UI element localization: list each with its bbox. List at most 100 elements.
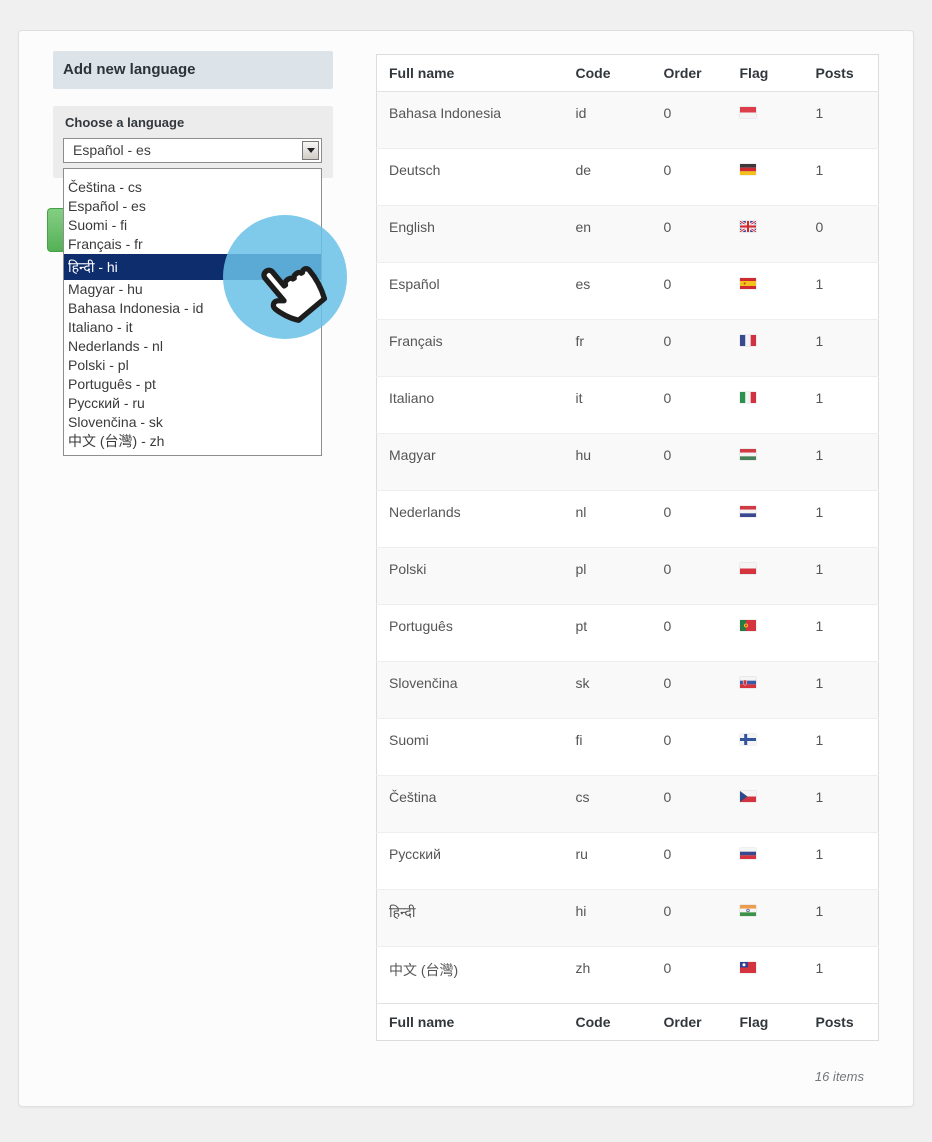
language-posts: 1 — [815, 732, 824, 748]
language-name-link[interactable]: English — [389, 219, 435, 235]
language-name-link[interactable]: Nederlands — [389, 504, 461, 520]
items-count: 16 items — [814, 1069, 864, 1084]
de-flag-icon — [739, 162, 756, 178]
language-select[interactable]: Español - es — [63, 138, 322, 163]
in-flag-icon — [739, 903, 756, 919]
flag-cell — [739, 92, 816, 149]
language-name-link[interactable]: Bahasa Indonesia — [389, 105, 502, 121]
language-posts: 1 — [815, 561, 824, 577]
language-posts: 1 — [815, 789, 824, 805]
language-order: 0 — [663, 789, 672, 805]
language-posts: 0 — [815, 219, 824, 235]
table-row: Русский ru 0 1 — [376, 832, 879, 890]
language-name-link[interactable]: Português — [389, 618, 453, 634]
language-code: nl — [575, 504, 587, 520]
language-posts: 1 — [815, 846, 824, 862]
table-header-row: Full name Code Order Flag Posts — [376, 54, 879, 92]
language-order: 0 — [663, 504, 672, 520]
select-arrow-button[interactable] — [302, 141, 319, 160]
dropdown-option[interactable]: Italiano - it — [68, 319, 133, 335]
column-header-full-name: Full name — [376, 54, 576, 92]
language-code: fr — [575, 333, 585, 349]
table-row: English en 0 0 — [376, 205, 879, 263]
dropdown-option[interactable]: Čeština - cs — [68, 179, 142, 195]
sk-flag-icon — [739, 675, 756, 691]
pl-flag-icon — [739, 561, 756, 577]
language-code: ru — [575, 846, 588, 862]
table-row: Polski pl 0 1 — [376, 547, 879, 605]
table-row: Italiano it 0 1 — [376, 376, 879, 434]
language-name-link[interactable]: Français — [389, 333, 443, 349]
table-row: Bahasa Indonesia id 0 1 — [376, 91, 879, 149]
language-name-link[interactable]: Русский — [389, 846, 441, 862]
dropdown-option[interactable]: Русский - ru — [68, 395, 145, 411]
language-name-link[interactable]: Suomi — [389, 732, 429, 748]
language-code: cs — [575, 789, 590, 805]
dropdown-option[interactable]: Français - fr — [68, 236, 143, 252]
language-posts: 1 — [815, 333, 824, 349]
language-posts: 1 — [815, 105, 824, 121]
table-row: 中文 (台灣) zh 0 1 — [376, 946, 879, 1004]
table-row: Nederlands nl 0 1 — [376, 490, 879, 548]
language-code: hi — [575, 903, 587, 919]
dropdown-option[interactable]: Español - es — [68, 198, 146, 214]
dropdown-option[interactable]: Polski - pl — [68, 357, 129, 373]
language-posts: 1 — [815, 390, 824, 406]
dropdown-option[interactable]: Nederlands - nl — [68, 338, 163, 354]
language-name-link[interactable]: 中文 (台灣) — [389, 962, 459, 978]
language-order: 0 — [663, 732, 672, 748]
language-name-link[interactable]: Polski — [389, 561, 427, 577]
flag-cell — [739, 548, 816, 605]
dropdown-option[interactable]: 中文 (台灣) - zh — [68, 433, 165, 449]
flag-cell — [739, 890, 816, 947]
hand-cursor-icon — [261, 266, 328, 323]
dropdown-option[interactable]: Suomi - fi — [68, 217, 128, 233]
panel-title: Add new language — [53, 51, 333, 89]
language-posts: 1 — [815, 960, 824, 976]
tw-flag-icon — [739, 960, 756, 976]
footer-column-order: Order — [663, 1003, 740, 1041]
language-posts: 1 — [815, 675, 824, 691]
pt-flag-icon — [739, 618, 756, 634]
language-name-link[interactable]: Čeština — [389, 789, 437, 805]
language-code: en — [575, 219, 592, 235]
language-name-link[interactable]: हिन्दी — [389, 904, 416, 920]
nl-flag-icon — [739, 504, 756, 520]
language-posts: 1 — [815, 504, 824, 520]
content-card: Add new language Choose a language Españ… — [18, 30, 914, 1107]
dropdown-option[interactable]: Bahasa Indonesia - id — [68, 300, 204, 316]
language-order: 0 — [663, 675, 672, 691]
language-name-link[interactable]: Deutsch — [389, 162, 441, 178]
fr-flag-icon — [739, 333, 756, 349]
language-order: 0 — [663, 219, 672, 235]
table-row: हिन्दी hi 0 1 — [376, 889, 879, 947]
language-select-value: Español - es — [73, 142, 151, 158]
table-row: Magyar hu 0 1 — [376, 433, 879, 491]
language-name-link[interactable]: Español — [389, 276, 440, 292]
dropdown-option[interactable]: Magyar - hu — [68, 281, 143, 297]
column-header-flag: Flag — [739, 54, 816, 92]
flag-cell — [739, 206, 816, 263]
id-flag-icon — [739, 105, 756, 121]
language-posts: 1 — [815, 618, 824, 634]
language-order: 0 — [663, 162, 672, 178]
language-name-link[interactable]: Magyar — [389, 447, 436, 463]
language-order: 0 — [663, 447, 672, 463]
language-code: pt — [575, 618, 588, 634]
language-name-link[interactable]: Italiano — [389, 390, 435, 406]
language-order: 0 — [663, 960, 672, 976]
dropdown-option[interactable]: Português - pt — [68, 376, 156, 392]
footer-column-posts: Posts — [815, 1003, 879, 1041]
language-posts: 1 — [815, 903, 824, 919]
language-order: 0 — [663, 846, 672, 862]
language-name-link[interactable]: Slovenčina — [389, 675, 458, 691]
flag-cell — [739, 833, 816, 890]
dropdown-option[interactable]: Slovenčina - sk — [68, 414, 163, 430]
language-order: 0 — [663, 561, 672, 577]
gb-flag-icon — [739, 219, 756, 235]
flag-cell — [739, 662, 816, 719]
choose-language-label: Choose a language — [65, 115, 185, 130]
footer-column-flag: Flag — [739, 1003, 816, 1041]
flag-cell — [739, 377, 816, 434]
cz-flag-icon — [739, 789, 756, 805]
